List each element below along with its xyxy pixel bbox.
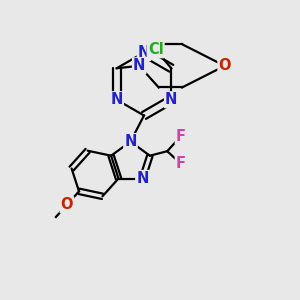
Text: N: N [136,171,149,186]
Text: N: N [110,92,123,107]
Text: N: N [133,58,146,74]
Text: O: O [218,58,231,74]
Text: O: O [61,197,73,212]
Text: Cl: Cl [148,42,164,57]
Text: F: F [176,156,186,171]
Text: F: F [176,129,186,144]
Text: N: N [138,45,150,60]
Text: N: N [124,134,137,149]
Text: N: N [165,92,178,107]
